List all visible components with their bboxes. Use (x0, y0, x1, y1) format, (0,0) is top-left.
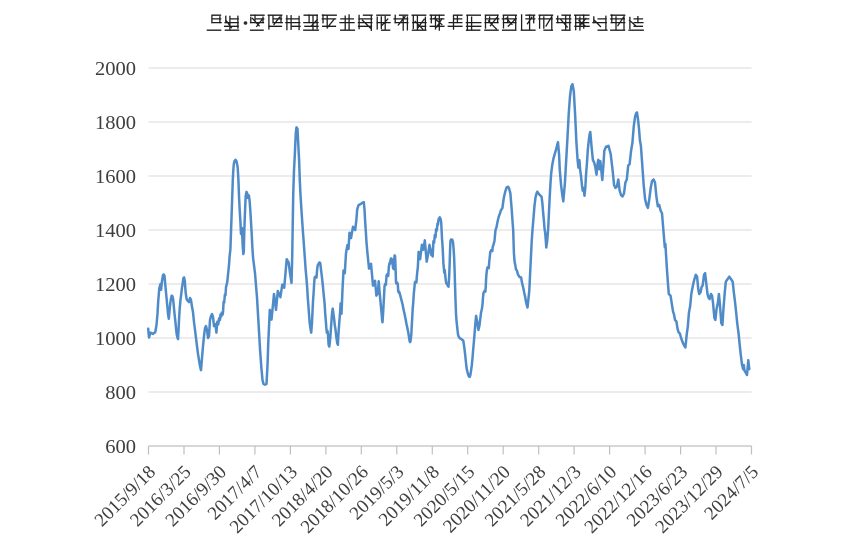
svg-text:1600: 1600 (95, 166, 136, 188)
svg-text:600: 600 (105, 436, 136, 458)
svg-text:1200: 1200 (95, 274, 136, 296)
svg-text:1000: 1000 (95, 328, 136, 350)
svg-text:2000: 2000 (95, 58, 136, 80)
svg-text:1800: 1800 (95, 112, 136, 134)
svg-text:800: 800 (105, 382, 136, 404)
svg-text:1400: 1400 (95, 220, 136, 242)
